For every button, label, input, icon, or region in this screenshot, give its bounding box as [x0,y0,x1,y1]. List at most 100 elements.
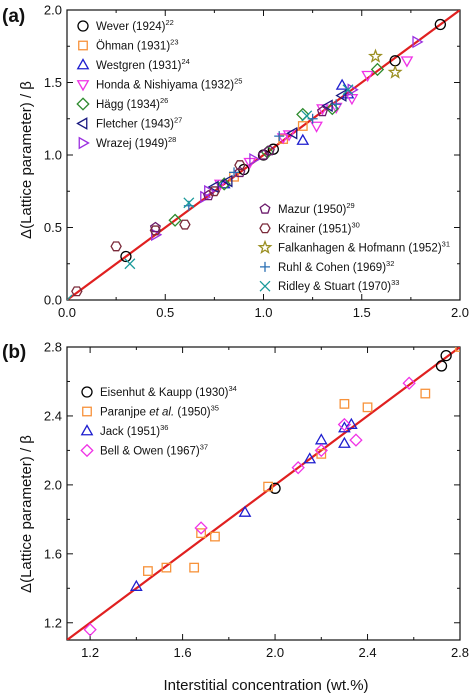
legend-triangle-down-marker [76,80,90,92]
triangle-left-marker [286,126,298,140]
legend-triangle-right-marker [78,136,90,150]
panel-a-x-tick-label: 0.5 [156,305,174,320]
legend-label-name: Ridley & Stuart (1970) [278,281,391,293]
triangle-right-marker [412,35,424,49]
legend-ref: 32 [386,259,394,268]
panel-b-y-tick-label: 2.4 [44,408,62,423]
legend-hexagon-marker [259,223,271,234]
hexagon-marker [71,286,83,297]
legend-label: Wrazej (1949)28 [96,135,176,150]
panel-a-x-tick-label: 2.0 [451,305,469,320]
data-point [124,258,136,270]
legend-ref: 31 [442,240,450,249]
panel-b-chart: (b) 1.2 1.6 2.0 2.4 2.8 1.2 1.6 2.0 2.4 2.8 Eisenh… [2,340,469,661]
triangle-down-marker [345,94,359,106]
data-point [440,349,452,362]
panel-a-x-tick-label: 0.0 [58,305,76,320]
legend-ref: 37 [200,443,208,452]
triangle-down-marker [361,70,375,83]
legend-marker [76,97,90,111]
hexagon-marker [149,225,162,236]
panel-b-y-tick-label: 2.0 [44,477,62,492]
pentagon-marker [202,189,215,201]
data-point [129,579,143,591]
legend-label: Mazur (1950)29 [278,201,355,216]
legend-ref: 26 [160,96,168,105]
panel-b-label: (b) [2,342,26,363]
legend-label: Ridley & Stuart (1970)33 [278,278,399,293]
data-point [316,105,328,117]
data-point [71,286,83,297]
triangle-down-marker [310,121,323,133]
data-point [321,99,333,113]
panel-a-y-tick-label: 0.5 [44,220,62,235]
legend-label-italic: et al. [149,407,174,419]
legend-label: Westgren (1931)24 [96,57,190,72]
data-point [400,56,414,68]
data-point [316,448,327,459]
legend-label: Öhman (1931)23 [96,38,179,53]
hexagon-marker [110,241,122,252]
panel-a-x-tick-label: 1.0 [254,305,272,320]
legend-marker [260,261,270,272]
data-point [202,189,215,201]
data-point [161,562,172,573]
legend-ref: 29 [346,201,354,210]
star-marker [387,64,403,79]
data-point [337,417,352,432]
data-point [335,78,349,90]
data-point [402,376,416,390]
legend-label: Jack (1951)36 [100,423,168,438]
triangle-up-marker [338,436,351,448]
data-point [249,152,261,166]
plus-marker [274,131,285,142]
triangle-up-marker [129,579,143,591]
legend-ref: 34 [229,384,237,393]
data-point [110,241,122,252]
data-point [291,460,305,475]
legend-marker [78,40,88,51]
x-marker [183,197,195,209]
legend-marker [81,386,93,398]
panel-b-x-tick-label: 2.8 [451,645,469,660]
panel-b-x-tick-label: 1.2 [81,645,99,660]
data-point [286,126,298,140]
panel-b-x-tick-label: 2.4 [358,645,376,660]
triangle-up-marker [238,505,252,517]
data-point [267,143,279,155]
data-point [370,62,385,77]
circle-marker [434,18,447,31]
panel-a-series-ridley-stuart-1970 [67,84,354,300]
legend-ref: 36 [160,423,168,432]
plus-marker [331,99,342,110]
circle-marker [269,482,281,494]
panel-a-series-falkanhagen-hofmann-1952 [368,48,403,79]
panel-a-series-mazur-1950 [149,105,328,233]
legend-label: Eisenhut & Kaupp (1930)34 [100,384,237,399]
panel-b-series-paranjpe-et-al-1950 [143,347,460,576]
legend-label: Honda & Nishiyama (1932)25 [96,77,242,92]
legend-ref: 23 [170,38,178,47]
panel-a-series-krainer-1951 [71,160,246,297]
data-point [189,562,200,573]
legend-triangle-up-marker [76,58,90,70]
data-point [234,166,246,178]
triangle-right-marker [204,184,216,198]
pentagon-marker [257,149,270,160]
data-point [276,133,290,145]
y-axis-title-a: Δ(Lattice parameter) / β [18,81,35,239]
data-point [221,174,233,188]
legend-ref: 24 [181,57,189,66]
legend-label: Hägg (1934)26 [96,96,168,111]
panel-a-fit-line [67,10,460,300]
triangle-down-marker [316,104,329,116]
data-point [342,84,354,96]
data-point [263,481,274,492]
pentagon-marker [316,105,328,117]
legend-label: Bell & Owen (1967)37 [100,443,208,458]
legend-marker [259,280,271,292]
x-marker [301,110,313,122]
diamond-marker [402,376,416,390]
legend-x-marker [259,280,271,292]
legend-marker [76,117,88,130]
